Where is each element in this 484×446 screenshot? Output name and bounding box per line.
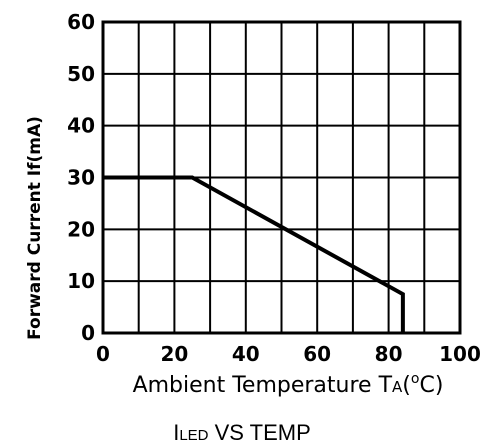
caption-rest: VS TEMP (209, 420, 311, 445)
x-tick-label: 20 (160, 342, 188, 366)
x-tick-label: 40 (232, 342, 260, 366)
y-tick-label: 0 (81, 321, 95, 345)
y-tick-label: 40 (67, 114, 95, 138)
x-axis-title-close-paren: ) (435, 373, 444, 398)
y-tick-label: 50 (67, 62, 95, 86)
caption-main: I (173, 420, 179, 445)
y-tick-label: 20 (67, 217, 95, 241)
y-tick-label: 60 (67, 10, 95, 34)
y-tick-labels: 0 10 20 30 40 50 60 (67, 10, 95, 345)
x-axis-title: Ambient Temperature TA(oC) (133, 371, 444, 398)
x-axis-title-open-paren: ( (402, 373, 411, 398)
x-tick-label: 80 (375, 342, 403, 366)
x-axis-title-subscript: A (392, 378, 403, 396)
chart-caption: ILED VS TEMP (173, 420, 311, 445)
y-axis-title: Forward Current If(mA) (25, 116, 45, 340)
caption-subscript: LED (179, 427, 208, 444)
x-tick-label: 0 (96, 342, 110, 366)
x-tick-labels: 0 20 40 60 80 100 (96, 342, 481, 366)
x-tick-label: 100 (439, 342, 481, 366)
x-axis-title-main: Ambient Temperature T (133, 373, 393, 398)
x-axis-title-degree: o (411, 371, 420, 387)
series-line (103, 175, 405, 333)
y-tick-label: 30 (67, 166, 95, 190)
series-layer (103, 175, 405, 333)
x-axis-title-unit: C (419, 373, 434, 398)
y-tick-label: 10 (67, 269, 95, 293)
x-tick-label: 60 (303, 342, 331, 366)
